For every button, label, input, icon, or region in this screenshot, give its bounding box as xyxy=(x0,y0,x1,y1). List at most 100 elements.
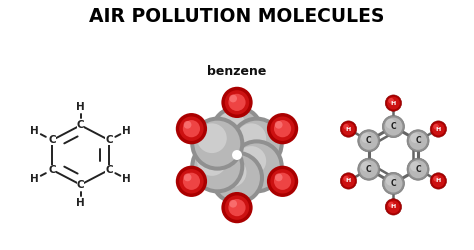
Text: C: C xyxy=(415,165,421,174)
Circle shape xyxy=(214,109,260,155)
Circle shape xyxy=(343,176,349,182)
Text: H: H xyxy=(346,178,351,184)
Text: C: C xyxy=(366,136,372,145)
Text: H: H xyxy=(122,174,131,184)
Circle shape xyxy=(275,174,283,181)
Circle shape xyxy=(194,144,240,189)
FancyBboxPatch shape xyxy=(164,82,310,228)
Circle shape xyxy=(386,176,396,186)
FancyBboxPatch shape xyxy=(8,82,154,228)
Circle shape xyxy=(270,169,295,194)
Circle shape xyxy=(409,160,427,178)
Circle shape xyxy=(232,150,242,160)
Circle shape xyxy=(270,116,295,141)
Circle shape xyxy=(179,169,204,194)
Circle shape xyxy=(210,105,264,159)
Text: C: C xyxy=(77,180,84,190)
Circle shape xyxy=(387,200,400,213)
Text: H: H xyxy=(391,204,396,210)
Circle shape xyxy=(432,174,445,187)
Text: C: C xyxy=(366,165,372,174)
Circle shape xyxy=(214,155,260,201)
Circle shape xyxy=(234,144,280,189)
Circle shape xyxy=(183,121,191,129)
Circle shape xyxy=(360,160,378,178)
Circle shape xyxy=(386,119,396,129)
Circle shape xyxy=(384,174,402,192)
Circle shape xyxy=(383,116,404,138)
Circle shape xyxy=(221,192,253,223)
Circle shape xyxy=(361,162,371,172)
Circle shape xyxy=(176,166,207,197)
Text: C: C xyxy=(48,165,56,175)
Circle shape xyxy=(274,173,291,190)
Circle shape xyxy=(267,166,298,197)
Circle shape xyxy=(432,123,445,136)
Circle shape xyxy=(342,174,355,187)
Circle shape xyxy=(267,113,298,144)
Circle shape xyxy=(358,130,380,152)
Circle shape xyxy=(176,113,207,144)
Circle shape xyxy=(221,87,253,118)
Circle shape xyxy=(210,151,264,205)
Circle shape xyxy=(197,123,227,153)
Text: C: C xyxy=(105,135,113,145)
Circle shape xyxy=(183,174,191,181)
Text: H: H xyxy=(436,178,441,184)
Circle shape xyxy=(217,158,246,187)
Circle shape xyxy=(385,95,401,111)
Circle shape xyxy=(385,199,401,215)
Text: H: H xyxy=(76,102,85,112)
Circle shape xyxy=(340,173,356,189)
Text: H: H xyxy=(391,100,396,105)
Circle shape xyxy=(190,116,244,171)
Circle shape xyxy=(407,130,429,152)
FancyBboxPatch shape xyxy=(320,82,466,228)
Circle shape xyxy=(225,196,249,220)
Circle shape xyxy=(225,90,249,114)
Circle shape xyxy=(342,123,355,136)
Circle shape xyxy=(407,158,429,180)
Circle shape xyxy=(237,146,266,176)
Circle shape xyxy=(410,162,420,172)
Circle shape xyxy=(197,146,227,176)
Circle shape xyxy=(228,94,246,111)
Circle shape xyxy=(387,97,400,110)
Circle shape xyxy=(361,133,371,143)
Circle shape xyxy=(228,199,246,216)
Circle shape xyxy=(410,133,420,143)
Circle shape xyxy=(234,121,280,166)
Text: H: H xyxy=(30,126,39,136)
Circle shape xyxy=(230,139,284,194)
Text: AIR POLLUTION MOLECULES: AIR POLLUTION MOLECULES xyxy=(89,8,385,26)
Text: H: H xyxy=(346,126,351,132)
Circle shape xyxy=(433,124,439,130)
Text: benzene: benzene xyxy=(207,65,267,78)
Circle shape xyxy=(343,124,349,130)
Text: C: C xyxy=(105,165,113,175)
Circle shape xyxy=(409,132,427,150)
Circle shape xyxy=(230,116,284,171)
Text: C: C xyxy=(391,179,396,188)
Circle shape xyxy=(433,176,439,182)
Text: C: C xyxy=(415,136,421,145)
Circle shape xyxy=(237,123,266,153)
Text: H: H xyxy=(76,198,85,208)
Circle shape xyxy=(388,202,394,207)
Circle shape xyxy=(340,121,356,137)
Circle shape xyxy=(430,121,447,137)
Circle shape xyxy=(360,132,378,150)
Circle shape xyxy=(229,200,237,207)
Circle shape xyxy=(190,139,244,194)
Circle shape xyxy=(183,120,200,137)
Circle shape xyxy=(383,172,404,195)
Text: H: H xyxy=(30,174,39,184)
Circle shape xyxy=(388,98,394,104)
Circle shape xyxy=(275,121,283,129)
Circle shape xyxy=(274,120,291,137)
Circle shape xyxy=(358,158,380,180)
Circle shape xyxy=(179,116,204,141)
Text: C: C xyxy=(77,120,84,130)
Circle shape xyxy=(384,118,402,136)
Text: C: C xyxy=(48,135,56,145)
